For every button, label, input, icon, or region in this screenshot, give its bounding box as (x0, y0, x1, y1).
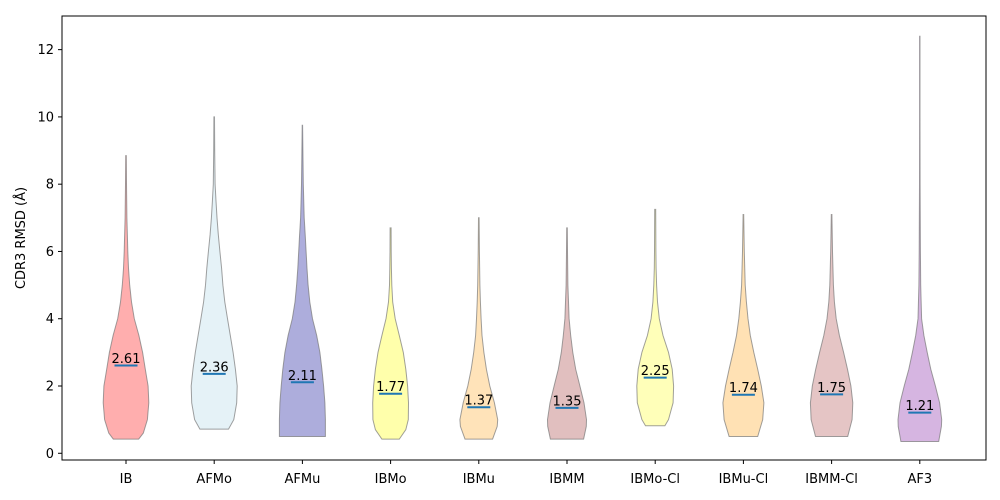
violin-ibmo (372, 227, 410, 440)
y-tick-label: 4 (46, 312, 54, 327)
median-label-ibmo-cl: 2.25 (641, 364, 670, 379)
violin-af3 (897, 35, 943, 442)
plot-frame (61, 15, 987, 461)
median-label-ibmu-cl: 1.74 (729, 381, 758, 396)
violin-ibmm (546, 227, 588, 440)
y-axis-label: CDR3 RMSD (Å) (13, 187, 29, 289)
medians-layer (114, 364, 932, 414)
x-tick-label-afmu: AFMu (284, 472, 320, 487)
violin-ib (102, 155, 150, 440)
violin-afmu (278, 124, 326, 437)
x-tick-label-ibmo: IBMo (375, 472, 407, 487)
x-tick-label-ibmm-cl: IBMM-Cl (805, 472, 858, 487)
violin-ibmm-cl (809, 214, 854, 437)
x-axis: IB AFMo AFMu IBMo IBMu IBMM IBMo-Cl IBMu-Cl IBMM… (120, 460, 932, 487)
y-tick-label: 8 (46, 178, 54, 193)
median-label-af3: 1.21 (905, 399, 934, 414)
x-tick-label-ib: IB (120, 472, 133, 487)
y-tick-label: 10 (37, 110, 54, 125)
x-tick-label-afmo: AFMo (196, 472, 232, 487)
x-tick-label-ibmm: IBMM (549, 472, 584, 487)
violins-layer (102, 35, 943, 442)
median-label-ibmm-cl: 1.75 (817, 381, 846, 396)
median-label-ibmo: 1.77 (376, 380, 405, 395)
median-label-ibmu: 1.37 (464, 394, 493, 409)
y-axis: 0 2 4 6 8 10 12 (37, 43, 62, 462)
y-tick-label: 6 (46, 245, 54, 260)
median-label-afmu: 2.11 (288, 369, 317, 384)
median-label-afmo: 2.36 (200, 360, 229, 375)
x-tick-label-af3: AF3 (907, 472, 932, 487)
violin-ibmo-cl (636, 208, 675, 427)
violin-ibmu-cl (722, 214, 765, 437)
median-label-ibmm: 1.35 (553, 394, 582, 409)
x-tick-label-ibmu-cl: IBMu-Cl (719, 472, 769, 487)
y-tick-label: 2 (46, 380, 54, 395)
x-tick-label-ibmo-cl: IBMo-Cl (630, 472, 680, 487)
y-tick-label: 0 (46, 447, 54, 462)
violin-afmo (190, 116, 238, 430)
y-tick-label: 12 (37, 43, 54, 58)
x-tick-label-ibmu: IBMu (463, 472, 495, 487)
median-label-ib: 2.61 (112, 352, 141, 367)
violin-ibmu (459, 217, 499, 440)
data-labels-layer: 2.61 2.36 2.11 1.77 1.37 1.35 2.25 1.74 1.75 1.21 (112, 352, 935, 414)
